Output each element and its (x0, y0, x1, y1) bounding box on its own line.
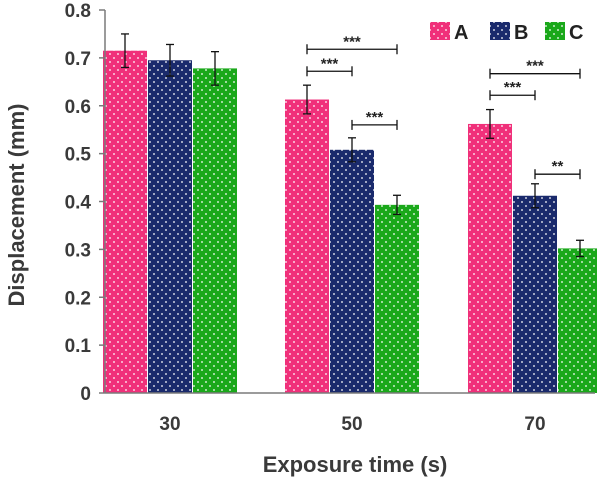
legend-swatch (545, 22, 565, 40)
significance-bracket: ** (534, 158, 581, 180)
significance-bracket: *** (351, 109, 398, 130)
error-bar-B-70 (531, 183, 539, 209)
bar-B-50 (330, 149, 374, 393)
y-axis-title: Displacement (mm) (4, 104, 29, 307)
x-tick-label: 50 (341, 414, 362, 435)
axes-group: 0 0.1 0.2 0.3 0.4 0.5 0.6 0.7 0.8 30 50 70 (65, 1, 595, 435)
legend-swatch (490, 22, 510, 40)
error-bar-B-30 (166, 43, 174, 77)
bar-B-70 (513, 195, 557, 393)
legend-swatch (430, 22, 450, 40)
legend-entry-B: B (490, 22, 528, 44)
error-bar-A-50 (303, 84, 311, 115)
y-tick-label: 0.5 (65, 145, 92, 166)
y-tick-label: 0.7 (65, 49, 91, 70)
significance-label: ** (552, 158, 564, 175)
error-bar-A-30 (121, 33, 129, 69)
significance-bracket: *** (306, 33, 398, 55)
y-tick-label: 0.1 (65, 336, 92, 357)
x-tick-label: 70 (524, 414, 545, 435)
legend-label: C (569, 22, 583, 44)
x-tick-label: 30 (159, 414, 180, 435)
bar-C-50 (375, 204, 419, 393)
error-bars-group (121, 33, 584, 258)
significance-bracket: *** (306, 55, 353, 77)
significance-label: *** (321, 55, 339, 72)
significance-label: *** (343, 33, 361, 50)
x-axis-title: Exposure time (s) (263, 452, 448, 477)
error-bar-A-70 (486, 108, 494, 139)
y-tick-label: 0.4 (65, 193, 92, 214)
legend-entry-C: C (545, 22, 583, 44)
bar-C-30 (193, 68, 237, 393)
error-bar-C-30 (211, 51, 219, 86)
significance-bracket: *** (489, 58, 581, 79)
bar-B-30 (148, 60, 192, 394)
legend-entry-A: A (430, 22, 468, 44)
y-tick-label: 0 (80, 384, 91, 405)
significance-group: ***************** (306, 33, 581, 180)
legend-label: A (454, 22, 468, 44)
y-tick-label: 0.3 (65, 240, 91, 261)
bar-A-70 (468, 123, 512, 393)
error-bar-C-50 (393, 194, 401, 216)
bars-group (103, 50, 597, 394)
significance-label: *** (526, 58, 544, 75)
y-tick-label: 0.8 (65, 1, 91, 22)
significance-label: *** (504, 79, 522, 96)
error-bar-B-50 (348, 137, 356, 163)
significance-label: *** (366, 109, 384, 126)
bar-C-70 (558, 248, 597, 393)
significance-bracket: *** (489, 79, 536, 101)
bar-A-50 (285, 99, 329, 394)
y-tick-label: 0.6 (65, 97, 91, 118)
y-tick-label: 0.2 (65, 288, 91, 309)
error-bar-C-70 (576, 239, 584, 258)
bar-A-30 (103, 50, 147, 393)
legend-label: B (514, 22, 528, 44)
legend: A B C (430, 22, 583, 44)
